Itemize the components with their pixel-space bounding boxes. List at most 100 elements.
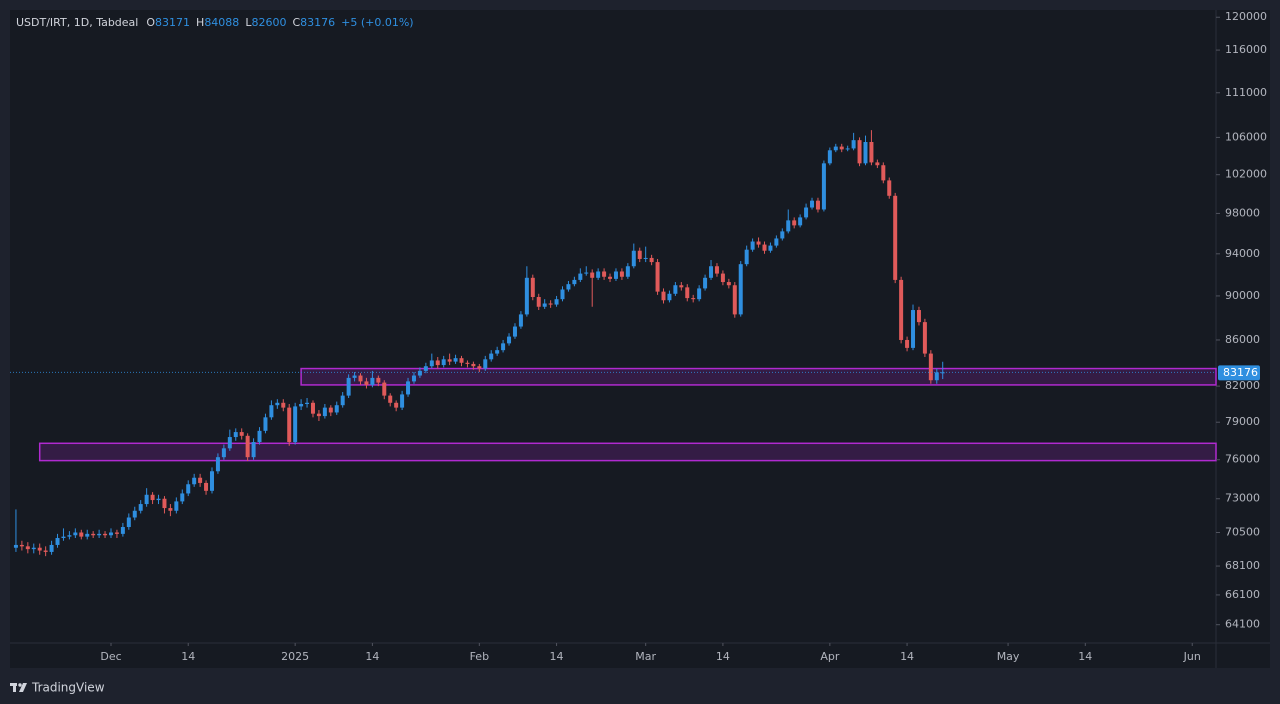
candle-body xyxy=(239,432,244,436)
candle-body xyxy=(310,402,315,414)
y-tick-label: 98000 xyxy=(1225,206,1260,219)
candle-body xyxy=(845,148,850,150)
candle-body xyxy=(667,293,672,301)
candle-body xyxy=(174,501,179,511)
candle-body xyxy=(334,405,339,413)
plot-area xyxy=(10,130,1217,557)
candle-body xyxy=(441,359,446,366)
candle-body xyxy=(417,370,422,376)
y-tick-label: 102000 xyxy=(1225,168,1267,181)
candle-body xyxy=(150,494,155,501)
y-tick-label: 64100 xyxy=(1225,618,1260,631)
candle-body xyxy=(251,442,256,458)
ohlc-value: 82600 xyxy=(251,16,286,29)
candle-body xyxy=(697,288,702,300)
symbol-title: USDT/IRT, 1D, Tabdeal xyxy=(16,16,138,29)
candle-body xyxy=(738,264,743,315)
ohlc-value: 83176 xyxy=(300,16,335,29)
candle-body xyxy=(536,297,541,307)
candle-body xyxy=(732,285,737,315)
zone xyxy=(38,442,1217,462)
candle-body xyxy=(804,207,809,218)
ohlc-prefix: L xyxy=(245,16,252,29)
candle-body xyxy=(911,310,916,348)
candle-body xyxy=(685,287,690,299)
x-tick-label: Dec xyxy=(100,650,121,663)
candle-body xyxy=(186,484,191,494)
candle-body xyxy=(61,536,66,539)
y-tick-label: 73000 xyxy=(1225,492,1260,505)
candle-body xyxy=(103,533,108,536)
candle-body xyxy=(512,326,517,337)
candle-body xyxy=(364,381,369,385)
candle-body xyxy=(91,533,96,536)
candle-body xyxy=(566,284,571,290)
candle-body xyxy=(429,360,434,367)
candle-body xyxy=(13,544,18,548)
candle-body xyxy=(495,350,500,354)
candle-body xyxy=(887,180,892,196)
candle-body xyxy=(934,372,939,381)
candle-body xyxy=(714,266,719,274)
candle-body xyxy=(518,314,523,327)
last-price-badge xyxy=(1218,365,1260,381)
candle-body xyxy=(227,437,232,449)
candle-body xyxy=(780,231,785,239)
candle-body xyxy=(590,272,595,278)
candle-body xyxy=(31,547,36,550)
x-tick-label: Mar xyxy=(635,650,656,663)
candle-body xyxy=(720,273,725,283)
candle-body xyxy=(358,375,363,382)
candle-body xyxy=(863,141,868,164)
x-tick-label: 14 xyxy=(900,650,914,663)
candle-body xyxy=(388,395,393,403)
candle-body xyxy=(394,402,399,408)
candle-body xyxy=(477,366,482,369)
candle-body xyxy=(435,360,440,366)
candle-body xyxy=(233,432,238,438)
candle-body xyxy=(833,146,838,151)
candle-body xyxy=(400,394,405,408)
candle-body xyxy=(406,381,411,395)
candle-body xyxy=(572,279,577,285)
candle-body xyxy=(411,375,416,382)
candle-body xyxy=(198,477,203,483)
candle-body xyxy=(768,245,773,251)
y-tick-label: 106000 xyxy=(1225,130,1267,143)
candle-body xyxy=(744,249,749,265)
candle-body xyxy=(810,200,815,208)
candle-body xyxy=(376,377,381,383)
candle-body xyxy=(798,217,803,226)
candle-body xyxy=(269,405,274,418)
candle-body xyxy=(489,353,494,360)
candle-body xyxy=(37,547,42,551)
x-tick-label: Apr xyxy=(820,650,840,663)
candle-body xyxy=(483,359,488,369)
candle-body xyxy=(679,285,684,288)
candle-body xyxy=(459,358,464,363)
x-tick-label: 14 xyxy=(365,650,379,663)
x-tick-label: 14 xyxy=(181,650,195,663)
candle-body xyxy=(827,150,832,164)
candle-body xyxy=(613,271,618,279)
candle-body xyxy=(851,140,856,149)
logo-part xyxy=(18,683,22,687)
candle-body xyxy=(750,241,755,250)
candle-body xyxy=(756,241,761,245)
candle-body xyxy=(43,550,48,552)
candle-body xyxy=(774,238,779,246)
candle-body xyxy=(619,271,624,277)
candle-body xyxy=(471,363,476,367)
candle-body xyxy=(596,271,601,278)
x-tick-label: Jun xyxy=(1183,650,1201,663)
candle-body xyxy=(465,362,470,364)
candle-body xyxy=(548,303,553,305)
candle-body xyxy=(293,406,298,443)
candle-body xyxy=(382,382,387,396)
candle-body xyxy=(120,527,125,534)
candle-body xyxy=(322,407,327,417)
candle-body xyxy=(25,546,30,550)
candle-body xyxy=(144,494,149,505)
candle-body xyxy=(19,544,24,547)
